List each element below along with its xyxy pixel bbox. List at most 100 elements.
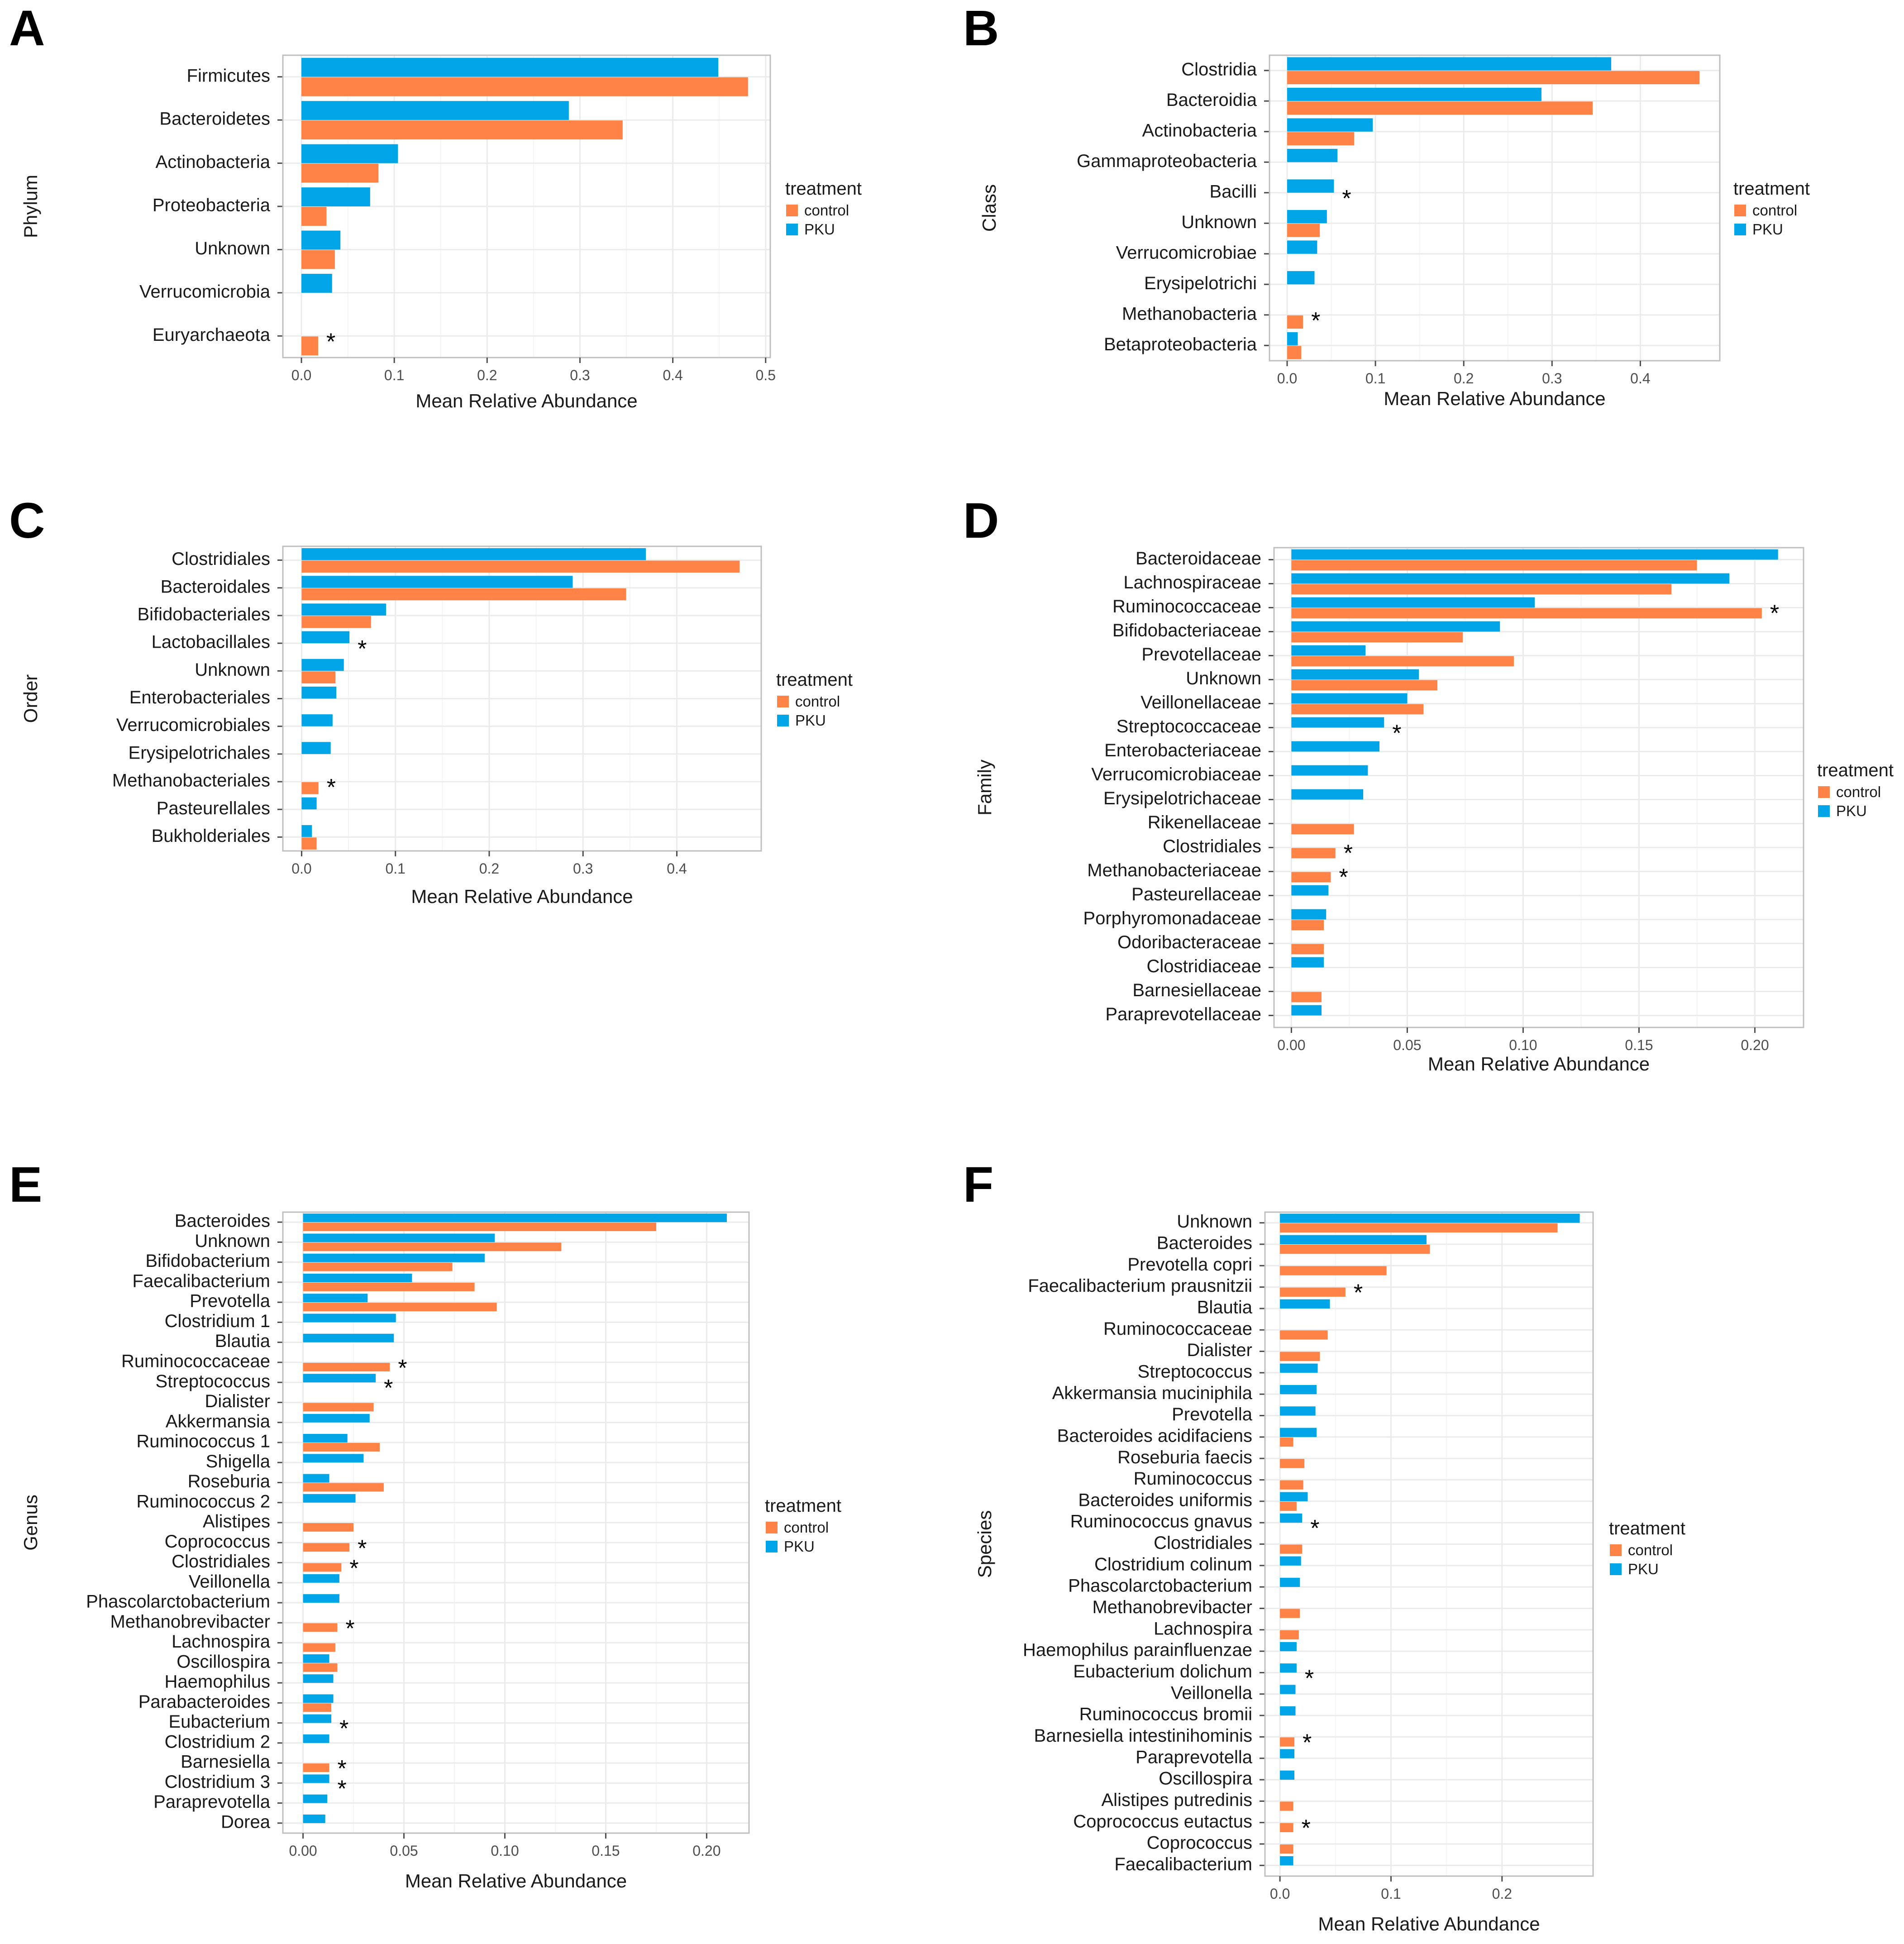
category-label: Ruminococcus bromii <box>1079 1705 1252 1724</box>
bar-pku-faecalibacterium <box>303 1273 412 1282</box>
bar-control-clostridiales <box>1291 848 1336 859</box>
x-tick-label: 0.10 <box>491 1843 519 1859</box>
bar-pku-parabacteroides <box>303 1694 334 1703</box>
legend-swatch-pku <box>1818 805 1830 817</box>
category-label: Alistipes <box>203 1512 270 1532</box>
category-label: Bifidobacterium <box>145 1251 270 1271</box>
category-label: Barnesiella intestinihominis <box>1034 1726 1252 1746</box>
x-tick-label: 0.0 <box>291 860 311 877</box>
legend-swatch-control <box>766 1522 778 1533</box>
significance-star: * <box>1342 186 1351 212</box>
bar-pku-firmicutes <box>301 57 719 77</box>
category-label: Clostridium 1 <box>165 1311 270 1331</box>
bar-pku-enterobacteriales <box>301 686 337 699</box>
category-label: Paraprevotella <box>153 1792 271 1812</box>
bar-control-faecalibacterium <box>303 1282 475 1291</box>
bar-pku-prevotella <box>1280 1406 1316 1416</box>
category-label: Clostridia <box>1181 59 1257 79</box>
bar-control-unknown <box>1291 680 1437 691</box>
category-label: Clostridiales <box>1163 836 1261 856</box>
bar-pku-bacteroides-acidifaciens <box>1280 1428 1317 1437</box>
bar-control-barnesiella <box>303 1763 329 1772</box>
bar-pku-akkermansia-muciniphila <box>1280 1385 1317 1395</box>
category-label: Prevotella copri <box>1127 1255 1252 1275</box>
category-label: Methanobacteriaceae <box>1087 860 1261 880</box>
category-label: Verrucomicrobiales <box>116 715 270 735</box>
x-tick-label: 0.3 <box>573 860 593 877</box>
legend: treatment control PKU <box>776 670 853 729</box>
bar-pku-betaproteobacteria <box>1287 332 1298 346</box>
bar-control-roseburia <box>303 1483 384 1492</box>
legend-label-pku: PKU <box>1752 221 1783 238</box>
x-tick-label: 0.20 <box>1741 1037 1769 1053</box>
category-label: Unknown <box>1186 669 1261 688</box>
bar-control-bacteroides <box>303 1223 656 1232</box>
category-label: Actinobacteria <box>1142 120 1257 140</box>
category-label: Blautia <box>215 1331 271 1351</box>
x-tick-label: 0.4 <box>1630 370 1650 387</box>
x-axis-title: Mean Relative Abundance <box>1318 1913 1540 1934</box>
bar-pku-unknown <box>1287 210 1327 224</box>
category-label: Roseburia faecis <box>1117 1447 1252 1467</box>
bar-control-clostridiales <box>301 560 740 573</box>
significance-star: * <box>1310 1515 1319 1542</box>
significance-star: * <box>1311 308 1320 334</box>
x-axis-title: Mean Relative Abundance <box>415 390 637 411</box>
y-axis-title: Species <box>974 1510 995 1578</box>
bar-pku-lachnospiraceae <box>1291 573 1730 584</box>
significance-star: * <box>1339 865 1348 891</box>
x-axis-title: Mean Relative Abundance <box>1384 388 1605 409</box>
category-label: Veillonellaceae <box>1140 693 1261 712</box>
category-label: Lactobacillales <box>152 632 270 652</box>
bar-pku-unknown <box>301 659 344 671</box>
bar-control-unknown <box>1287 224 1320 237</box>
significance-star: * <box>338 1776 347 1802</box>
legend-label-pku: PKU <box>784 1538 815 1555</box>
category-label: Erysipelotrichales <box>129 743 270 763</box>
legend-swatch-control <box>1818 786 1830 798</box>
category-label: Clostridium 2 <box>165 1732 270 1752</box>
legend-label-control: control <box>1836 783 1881 800</box>
bar-pku-erysipelotrichi <box>1287 271 1315 285</box>
bar-pku-eubacterium <box>303 1714 332 1723</box>
bar-control-prevotellaceae <box>1291 656 1514 667</box>
category-label: Roseburia <box>188 1471 271 1491</box>
bar-pku-bacteroides-uniformis <box>1280 1492 1308 1501</box>
bar-pku-unknown <box>303 1233 495 1242</box>
category-label: Blautia <box>1197 1298 1253 1318</box>
bar-control-unknown <box>1280 1223 1558 1232</box>
legend-swatch-pku <box>766 1541 778 1552</box>
category-label: Parabacteroides <box>138 1692 270 1712</box>
legend-swatch-control <box>1610 1544 1622 1556</box>
bar-pku-bifidobacterium <box>303 1253 485 1262</box>
category-label: Clostridium 3 <box>165 1772 270 1792</box>
category-label: Phascolarctobacterium <box>86 1592 270 1612</box>
y-axis-title: Family <box>974 759 995 816</box>
category-label: Faecalibacterium prausnitzii <box>1028 1276 1252 1296</box>
legend-swatch-pku <box>777 715 789 726</box>
bar-control-roseburia-faecis <box>1280 1459 1305 1468</box>
category-label: Coprococcus <box>1147 1833 1252 1853</box>
panel-letter: F <box>963 1157 993 1213</box>
x-tick-label: 0.2 <box>477 367 497 383</box>
significance-star: * <box>358 636 367 662</box>
significance-star: * <box>345 1615 354 1642</box>
bar-pku-verrucomicrobiales <box>301 714 333 726</box>
bar-pku-unknown <box>1291 669 1419 680</box>
category-label: Akkermansia <box>166 1411 271 1431</box>
category-label: Bifidobacteriales <box>138 605 271 625</box>
panel-letter: A <box>9 0 45 56</box>
category-label: Clostridiales <box>172 1552 270 1571</box>
category-label: Firmicutes <box>187 66 270 86</box>
panel-e: E BacteroidesUnknownBifidobacteriumFaecal… <box>9 1157 841 1891</box>
significance-star: * <box>398 1355 407 1381</box>
bar-control-coprococcus-eutactus <box>1280 1823 1293 1832</box>
bar-pku-verrucomicrobia <box>301 273 332 293</box>
bar-pku-veillonella <box>303 1574 339 1583</box>
category-label: Methanobacteria <box>1122 304 1257 324</box>
category-label: Coprococcus <box>165 1532 270 1552</box>
x-tick-label: 0.15 <box>592 1843 620 1859</box>
category-label: Methanobrevibacter <box>110 1612 270 1632</box>
category-label: Prevotella <box>1172 1404 1253 1424</box>
